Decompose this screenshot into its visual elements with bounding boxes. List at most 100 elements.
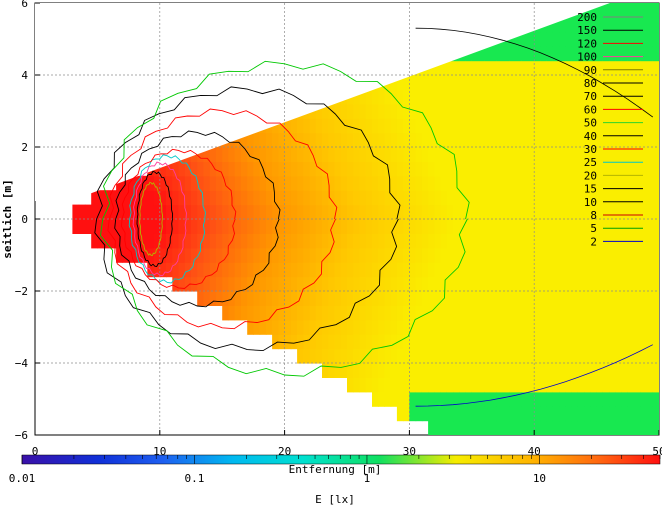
heat-cell <box>534 406 541 422</box>
heat-cell <box>552 262 560 278</box>
heat-cell <box>627 262 635 278</box>
heat-cell <box>434 406 442 422</box>
heat-cell <box>646 31 654 47</box>
heat-cell <box>390 75 398 90</box>
heat-cell <box>222 262 229 278</box>
heat-cell <box>577 60 585 76</box>
heat-cell <box>571 118 579 134</box>
heat-cell <box>403 89 410 105</box>
heat-cell <box>503 377 510 393</box>
colorbar-tick-label: 1 <box>364 472 371 485</box>
heat-cell <box>615 334 623 350</box>
heat-cell <box>490 262 498 278</box>
heat-cell <box>465 161 473 177</box>
heat-cell <box>621 262 629 278</box>
heat-cell <box>496 204 504 220</box>
heat-cell <box>640 276 648 292</box>
heat-cell <box>153 175 161 191</box>
heat-cell <box>577 17 585 33</box>
heat-cell <box>565 75 573 90</box>
heat-cell <box>197 291 204 306</box>
heat-cell <box>247 276 254 292</box>
heat-cell <box>577 233 585 249</box>
heat-cell <box>116 204 123 220</box>
heat-cell <box>390 175 398 191</box>
heat-cell <box>590 46 598 62</box>
heat-cell <box>359 363 367 378</box>
heat-cell <box>609 132 616 148</box>
heat-cell <box>84 219 92 234</box>
heat-cell <box>646 348 654 364</box>
legend-label: 30 <box>584 143 597 156</box>
heat-cell <box>384 233 392 249</box>
heat-cell <box>496 219 504 234</box>
y-tick-label: −2 <box>15 285 28 298</box>
heat-cell <box>272 276 279 292</box>
heat-cell <box>534 46 541 62</box>
heat-cell <box>509 175 516 191</box>
heat-cell <box>353 247 360 263</box>
heat-cell <box>209 247 217 263</box>
heat-cell <box>484 276 492 292</box>
heat-cell <box>409 291 417 306</box>
heat-cell <box>365 247 373 263</box>
heat-cell <box>240 190 248 206</box>
heat-cell <box>540 291 548 306</box>
heat-cell <box>396 89 404 105</box>
heat-cell <box>546 377 554 393</box>
heat-cell <box>521 291 529 306</box>
heat-cell <box>396 363 404 378</box>
heat-cell <box>552 118 560 134</box>
heat-cell <box>259 291 267 306</box>
heat-cell <box>465 147 473 162</box>
heat-cell <box>640 420 648 435</box>
heat-cell <box>340 147 348 162</box>
heat-cell <box>240 276 248 292</box>
heat-cell <box>621 305 629 321</box>
heat-cell <box>596 319 604 335</box>
heat-cell <box>116 247 123 263</box>
heat-cell <box>372 190 379 206</box>
heat-cell <box>615 247 623 263</box>
heat-cell <box>365 276 373 292</box>
heat-cell <box>627 391 635 407</box>
heat-cell <box>409 233 417 249</box>
heat-cell <box>634 377 641 393</box>
heat-cell <box>590 204 598 220</box>
heat-cell <box>453 291 460 306</box>
heat-cell <box>546 305 554 321</box>
heat-cell <box>565 132 573 148</box>
heat-cell <box>559 89 566 105</box>
heat-cell <box>303 147 311 162</box>
heat-cell <box>303 334 311 350</box>
heat-cell <box>503 75 510 90</box>
heat-cell <box>403 161 410 177</box>
heat-cell <box>378 305 385 321</box>
heat-cell <box>640 406 648 422</box>
heat-cell <box>334 233 342 249</box>
heat-cell <box>359 247 367 263</box>
heat-cell <box>240 291 248 306</box>
heat-cell <box>359 305 367 321</box>
heat-cell <box>446 377 454 393</box>
heat-cell <box>390 103 398 119</box>
heat-cell <box>234 147 242 162</box>
heat-cell <box>284 247 292 263</box>
heat-cell <box>446 334 454 350</box>
heat-cell <box>359 89 367 105</box>
heat-cell <box>390 161 398 177</box>
heat-cell <box>590 391 598 407</box>
heat-cell <box>328 204 336 220</box>
heat-cell <box>191 247 198 263</box>
heat-cell <box>465 363 473 378</box>
heat-cell <box>509 75 516 90</box>
heat-cell <box>546 132 554 148</box>
heat-cell <box>434 305 442 321</box>
heat-cell <box>403 219 410 234</box>
heat-cell <box>315 247 323 263</box>
heat-cell <box>172 204 180 220</box>
heat-cell <box>652 319 659 335</box>
heat-cell <box>315 233 323 249</box>
heat-cell <box>459 348 467 364</box>
heat-cell <box>153 190 161 206</box>
